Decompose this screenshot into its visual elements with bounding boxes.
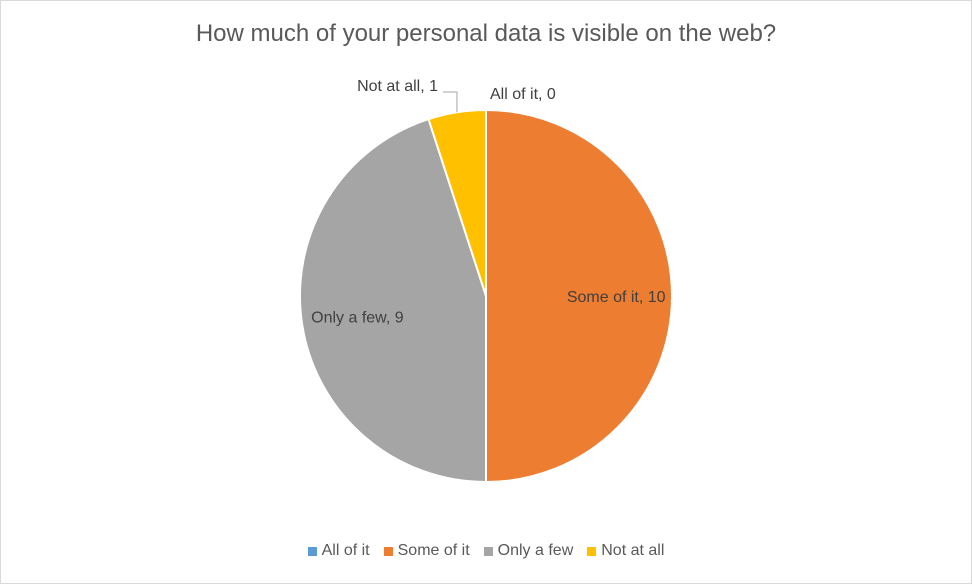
data-label-not-at-all: Not at all, 1	[357, 78, 438, 95]
chart-title: How much of your personal data is visibl…	[195, 20, 777, 47]
pie-slice-only-a-few	[298, 117, 487, 484]
legend-swatch-only-a-few	[483, 546, 493, 556]
legend-label-not-at-all: Not at all	[601, 542, 665, 559]
legend-swatch-some-of-it	[383, 546, 393, 556]
legend-item-all-of-it: All of it	[307, 542, 370, 560]
legend-swatch-not-at-all	[587, 546, 597, 556]
legend-label-only-a-few: Only a few	[497, 542, 574, 559]
leader-line-not-at-all	[443, 91, 458, 113]
legend-item-not-at-all: Not at all	[587, 542, 664, 560]
pie-slice-some-of-it	[485, 108, 673, 484]
data-label-some-of-it: Some of it, 10	[567, 289, 666, 306]
legend: All of it Some of it Only a few Not at a…	[0, 542, 972, 560]
data-label-only-a-few: Only a few, 9	[311, 309, 404, 326]
legend-item-some-of-it: Some of it	[383, 542, 470, 560]
legend-item-only-a-few: Only a few	[483, 542, 574, 560]
legend-swatch-all-of-it	[307, 546, 317, 556]
legend-label-all-of-it: All of it	[321, 542, 370, 559]
legend-label-some-of-it: Some of it	[397, 542, 470, 559]
data-label-all-of-it: All of it, 0	[490, 86, 556, 103]
